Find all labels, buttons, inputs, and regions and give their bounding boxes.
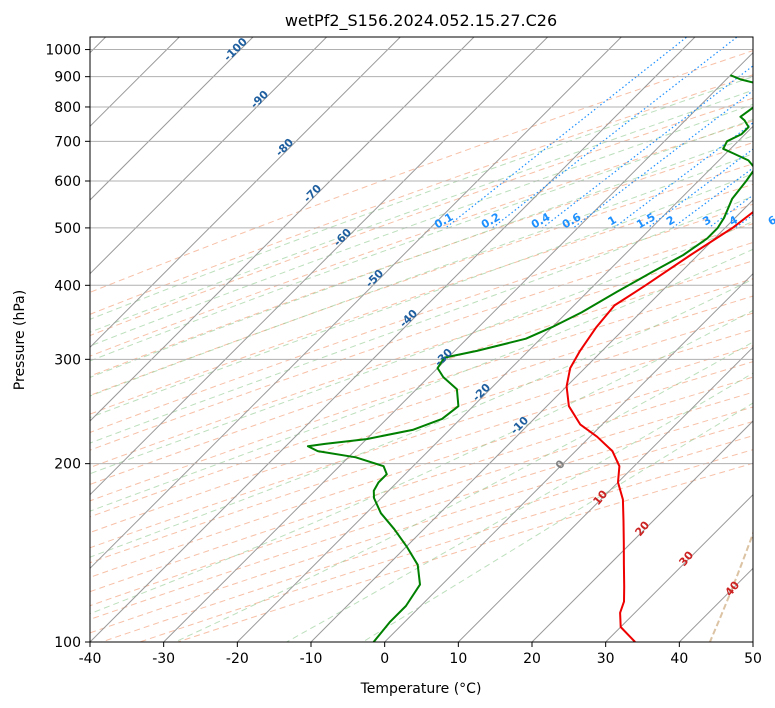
isotherm-line — [162, 51, 753, 642]
x-tick-label: 10 — [449, 651, 467, 667]
moist-adiabat — [286, 372, 753, 642]
isotherm-line — [90, 37, 549, 496]
isotherm-line — [236, 125, 753, 642]
dry-adiabat — [90, 203, 753, 433]
temperature-profile — [565, 210, 753, 642]
y-tick-label: 700 — [54, 134, 81, 150]
isotherm-line — [310, 199, 753, 642]
moist-adiabat — [90, 309, 753, 615]
x-tick-label: 0 — [380, 651, 389, 667]
y-tick-label: 300 — [54, 352, 81, 368]
x-tick-label: 40 — [670, 651, 688, 667]
dry-adiabat — [90, 278, 753, 502]
profiles — [306, 74, 753, 642]
dry-adiabat — [90, 345, 753, 564]
chart-title: wetPf2_S156.2024.052.15.27.C26 — [285, 11, 557, 31]
moist-adiabat — [90, 118, 753, 362]
y-tick-label: 600 — [54, 174, 81, 190]
x-tick-label: -40 — [79, 651, 102, 667]
moist-adiabat — [90, 220, 753, 475]
moist-adiabat — [90, 76, 753, 320]
x-tick-label: -20 — [226, 651, 249, 667]
dry-adiabat — [90, 376, 753, 593]
y-tick-label: 100 — [54, 635, 81, 651]
isotherm-line — [90, 37, 696, 642]
mixing-ratio-label: 6 — [766, 213, 775, 228]
y-axis-ticks: 100 200 300 400 500 600 700 800 900 1000 — [45, 43, 90, 651]
y-tick-label: 200 — [54, 457, 81, 473]
x-axis-title: Temperature (°C) — [360, 681, 482, 697]
isotherm-line — [90, 37, 475, 422]
pressure-grid — [90, 49, 753, 642]
dry-adiabat — [90, 74, 753, 315]
isotherm-line — [383, 272, 753, 642]
moist-adiabat — [90, 153, 753, 397]
x-tick-label: -30 — [152, 651, 175, 667]
dewpoint-profile — [306, 74, 753, 642]
moist-adiabat — [90, 173, 753, 419]
dry-adiabat — [90, 50, 753, 293]
isotherm-line — [90, 37, 328, 275]
x-tick-label: 50 — [744, 651, 762, 667]
y-tick-label: 1000 — [45, 43, 81, 59]
dry-adiabat — [90, 312, 753, 534]
moist-adiabat — [90, 248, 753, 512]
dry-adiabat — [90, 391, 753, 607]
y-tick-label: 500 — [54, 221, 81, 237]
isotherm-line — [457, 346, 753, 642]
x-tick-label: -10 — [300, 651, 323, 667]
plot-frame — [89, 36, 754, 643]
dry-adiabat — [90, 97, 753, 337]
dry-adiabat — [90, 241, 753, 469]
y-axis-title: Pressure (hPa) — [12, 290, 28, 390]
x-axis-ticks: -40 -30 -20 -10 0 10 20 30 40 50 — [79, 642, 762, 667]
isotherm-line — [90, 37, 254, 201]
y-tick-label: 900 — [54, 70, 81, 86]
background-lines — [90, 37, 753, 642]
y-tick-label: 400 — [54, 278, 81, 294]
isotherm-line — [90, 37, 623, 570]
x-tick-label: 20 — [523, 651, 541, 667]
y-tick-label: 800 — [54, 100, 81, 116]
isotherm-line — [604, 493, 753, 642]
plot-background — [90, 37, 753, 642]
moist-adiabat — [174, 341, 753, 642]
moist-adiabat — [90, 89, 753, 333]
isotherm-line — [531, 420, 753, 642]
dry-adiabat — [90, 120, 753, 357]
moist-adiabat — [90, 103, 753, 347]
x-tick-label: 30 — [597, 651, 615, 667]
